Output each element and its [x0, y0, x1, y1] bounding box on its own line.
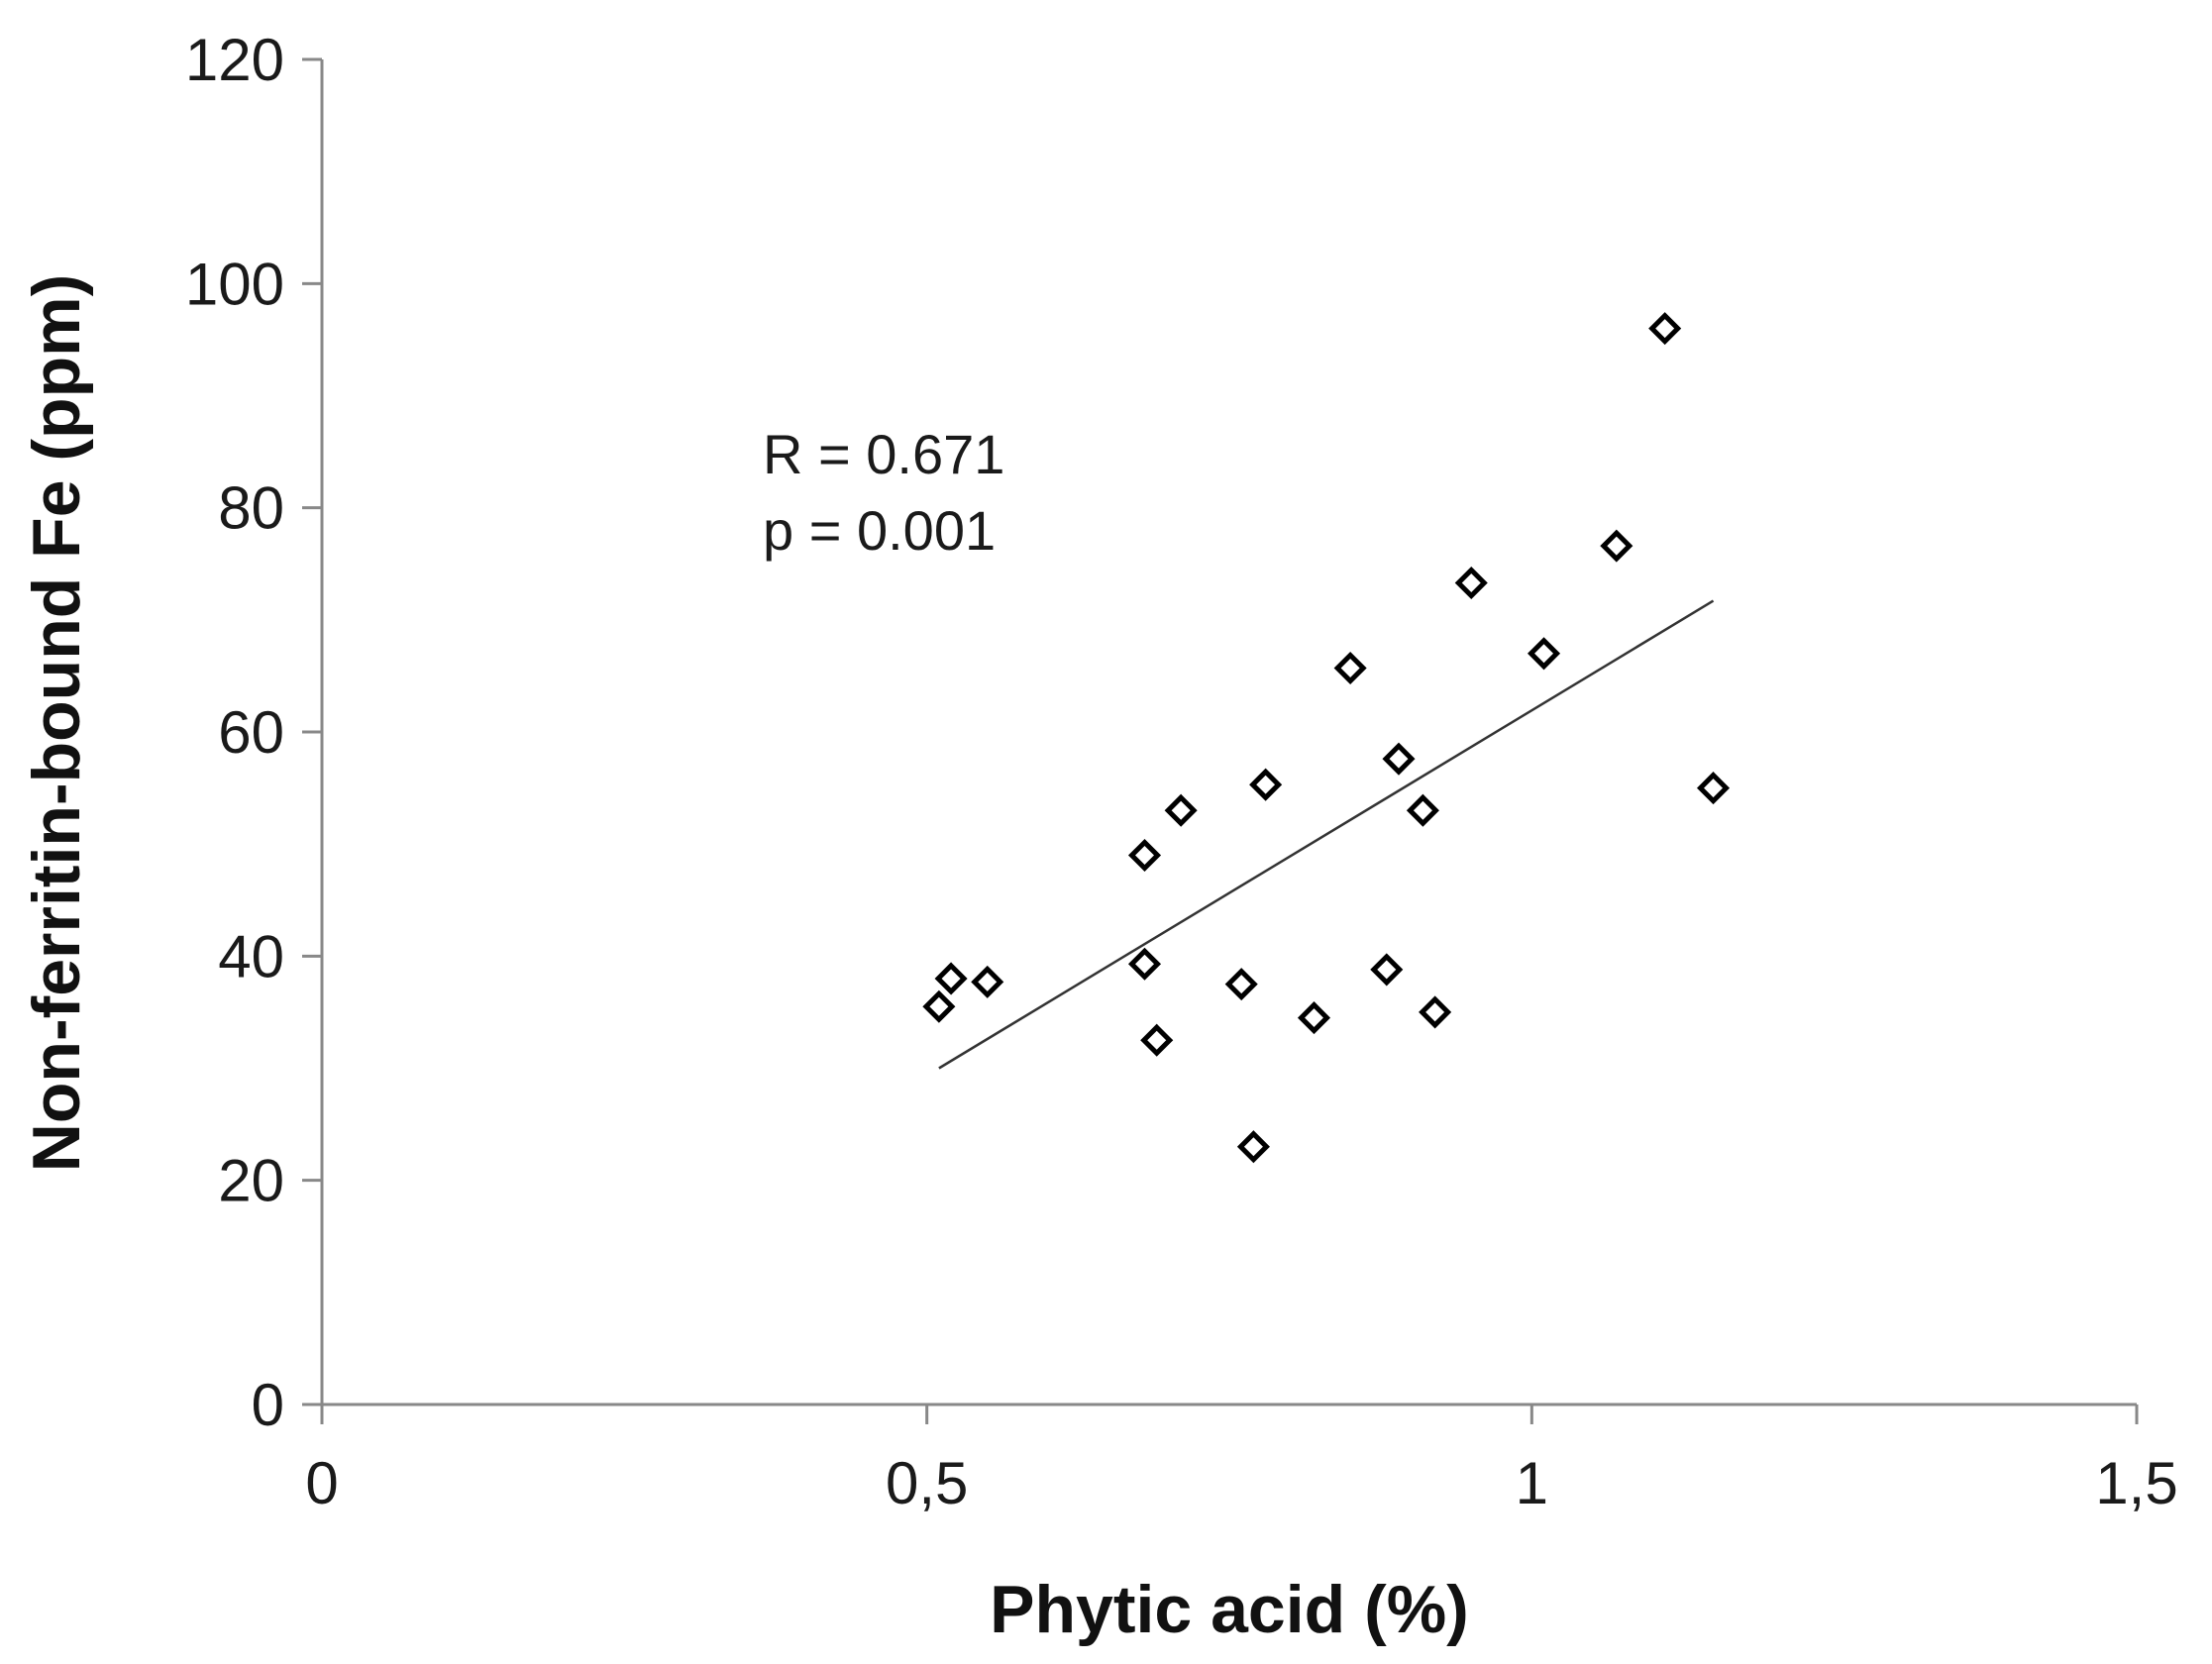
y-tick-label: 60 [218, 699, 284, 766]
data-point [1696, 772, 1731, 805]
annotation-r-value: R = 0.671 [763, 423, 1004, 485]
x-axis-title: Phytic acid (%) [990, 1572, 1469, 1647]
y-tick-label: 20 [218, 1148, 284, 1214]
data-point [1527, 637, 1561, 671]
data-point [1127, 947, 1162, 981]
data-point [1236, 1130, 1270, 1164]
axes [320, 59, 2137, 1406]
x-tick-label: 1 [1516, 1450, 1548, 1516]
trendline [938, 599, 1715, 1070]
annotation-p-value: p = 0.001 [763, 499, 996, 562]
data-point [1164, 793, 1198, 827]
x-axis-ticks: 0 0,5 1 1,5 [305, 1404, 2178, 1516]
data-point [1406, 793, 1439, 827]
data-points [922, 312, 1731, 1164]
y-tick-label: 100 [185, 251, 284, 317]
y-tick-label: 40 [218, 923, 284, 989]
data-point [1297, 1001, 1331, 1035]
y-tick-label: 0 [252, 1372, 284, 1438]
x-tick-label: 0,5 [886, 1450, 968, 1516]
data-point [1419, 995, 1452, 1029]
data-point [971, 965, 1004, 998]
y-tick-label: 80 [218, 475, 284, 542]
x-tick-label: 0 [305, 1450, 338, 1516]
data-point [1249, 768, 1283, 801]
y-axis-title: Non-ferritin-bound Fe (ppm) [19, 274, 94, 1172]
data-point [934, 962, 968, 995]
x-tick-label: 1,5 [2095, 1450, 2177, 1516]
data-point [1140, 1023, 1174, 1057]
data-point [922, 989, 956, 1023]
data-point [1454, 566, 1488, 600]
data-point [1224, 968, 1258, 1001]
data-point [1382, 742, 1416, 776]
y-axis-ticks: 0 20 40 60 80 100 120 [185, 27, 322, 1438]
data-point [1370, 953, 1404, 987]
data-point [1333, 651, 1367, 685]
data-point [1648, 312, 1682, 346]
data-point [1600, 529, 1633, 563]
trendline-group [938, 599, 1715, 1070]
data-point [1127, 838, 1162, 873]
y-tick-label: 120 [185, 27, 284, 93]
